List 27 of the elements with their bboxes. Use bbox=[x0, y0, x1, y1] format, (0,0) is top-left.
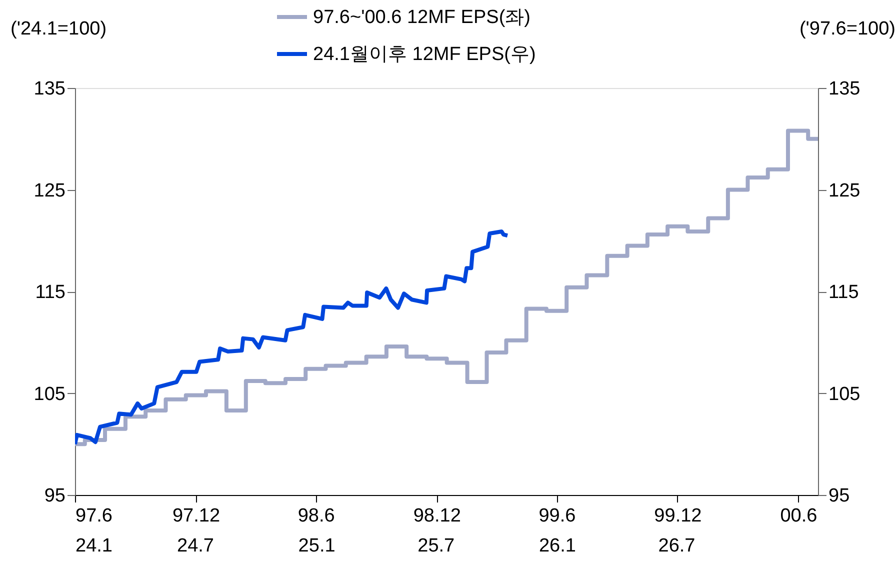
y2-tick-label: 95 bbox=[828, 486, 850, 506]
y-tick-label: 105 bbox=[34, 384, 66, 405]
y2-tick-label: 135 bbox=[828, 78, 860, 100]
legend-label: 97.6~'00.6 12MF EPS(좌) bbox=[313, 7, 530, 28]
x2-tick-label: 26.1 bbox=[538, 536, 576, 556]
y2-tick-label: 105 bbox=[828, 384, 860, 405]
y-tick-label: 125 bbox=[34, 180, 66, 202]
y-tick-label: 95 bbox=[44, 486, 66, 506]
x-tick-label: 97.12 bbox=[172, 506, 220, 526]
x2-tick-label: 25.7 bbox=[418, 536, 455, 556]
x2-tick-label: 26.7 bbox=[658, 536, 696, 556]
y2-tick-label: 115 bbox=[828, 282, 859, 303]
x-tick-label: 98.6 bbox=[298, 506, 335, 526]
x2-tick-label: 25.1 bbox=[298, 536, 336, 556]
y-axis-title: ('24.1=100) bbox=[10, 18, 107, 40]
x-tick-label: 00.6 bbox=[780, 506, 818, 526]
x-tick-label: 98.12 bbox=[413, 506, 461, 526]
y2-tick-label: 125 bbox=[828, 180, 860, 202]
y2-axis-title: ('97.6=100) bbox=[799, 18, 895, 40]
x-tick-label: 97.6 bbox=[76, 506, 112, 526]
x2-tick-label: 24.7 bbox=[176, 536, 214, 556]
x-tick-label: 99.6 bbox=[538, 506, 576, 526]
y-tick-label: 135 bbox=[34, 78, 66, 100]
legend-label: 24.1월이후 12MF EPS(우) bbox=[313, 44, 536, 65]
x2-tick-label: 24.1 bbox=[76, 536, 112, 556]
x-tick-label: 99.12 bbox=[654, 506, 702, 526]
y-tick-label: 115 bbox=[35, 282, 66, 303]
